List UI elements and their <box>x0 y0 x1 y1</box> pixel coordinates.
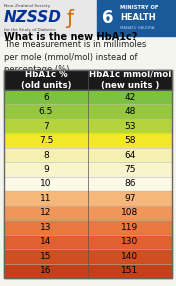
Text: NZSSD: NZSSD <box>4 10 62 25</box>
Bar <box>4 235 88 249</box>
Text: 86: 86 <box>124 180 136 188</box>
Text: 14: 14 <box>40 237 52 246</box>
Bar <box>88 249 172 263</box>
Bar <box>88 119 172 133</box>
Text: 64: 64 <box>124 150 136 160</box>
Bar <box>0 0 97 36</box>
Bar <box>97 0 176 36</box>
Bar <box>99 2 117 34</box>
Text: 58: 58 <box>124 136 136 145</box>
Text: ƒ: ƒ <box>67 9 74 27</box>
Text: New Zealand Society: New Zealand Society <box>4 5 50 9</box>
Bar <box>88 191 172 206</box>
Bar <box>4 162 88 177</box>
Bar <box>88 148 172 162</box>
Text: for the Study of Diabetes: for the Study of Diabetes <box>4 27 56 31</box>
Bar <box>88 90 172 104</box>
Bar <box>88 220 172 235</box>
Bar <box>88 133 172 148</box>
Text: 12: 12 <box>40 208 52 217</box>
Text: 119: 119 <box>121 223 139 232</box>
Text: 53: 53 <box>124 122 136 131</box>
Bar <box>88 104 172 119</box>
Text: 13: 13 <box>40 223 52 232</box>
Bar <box>4 119 88 133</box>
Text: HbA1c mmol/mol
(new units ): HbA1c mmol/mol (new units ) <box>89 70 171 90</box>
Text: 7.5: 7.5 <box>39 136 53 145</box>
Text: What is the new HbA1c?: What is the new HbA1c? <box>4 32 137 42</box>
Text: 7: 7 <box>43 122 49 131</box>
Text: 15: 15 <box>40 252 52 261</box>
Text: 75: 75 <box>124 165 136 174</box>
Bar <box>4 191 88 206</box>
Bar <box>88 235 172 249</box>
Text: MINISTRY OF: MINISTRY OF <box>120 5 158 10</box>
Text: 11: 11 <box>40 194 52 203</box>
Bar <box>4 133 88 148</box>
Text: 9: 9 <box>43 165 49 174</box>
Bar <box>4 263 88 278</box>
Bar <box>88 162 172 177</box>
Text: The measurement is in millimoles
per mole (mmol/mol) instead of
percentage (%).: The measurement is in millimoles per mol… <box>4 40 146 74</box>
Text: 48: 48 <box>124 107 136 116</box>
Text: 42: 42 <box>124 93 136 102</box>
Text: 108: 108 <box>121 208 139 217</box>
Text: 6.5: 6.5 <box>39 107 53 116</box>
Bar <box>88 263 172 278</box>
Bar <box>4 90 88 104</box>
Bar <box>4 104 88 119</box>
Bar <box>88 177 172 191</box>
Bar <box>88 206 172 220</box>
Text: 16: 16 <box>40 266 52 275</box>
Text: 10: 10 <box>40 180 52 188</box>
Text: MANATU HAUORA: MANATU HAUORA <box>120 26 154 30</box>
Bar <box>4 148 88 162</box>
Text: 6: 6 <box>43 93 49 102</box>
Text: HbA1c %
(old units): HbA1c % (old units) <box>21 70 71 90</box>
Text: 130: 130 <box>121 237 139 246</box>
Text: 140: 140 <box>121 252 139 261</box>
Bar <box>4 177 88 191</box>
Text: 151: 151 <box>121 266 139 275</box>
Bar <box>4 70 172 90</box>
Bar <box>4 206 88 220</box>
Text: 8: 8 <box>43 150 49 160</box>
Text: 6: 6 <box>102 9 114 27</box>
Bar <box>4 70 172 278</box>
Bar <box>4 220 88 235</box>
Text: HEALTH: HEALTH <box>120 13 155 22</box>
Text: 97: 97 <box>124 194 136 203</box>
Bar <box>4 249 88 263</box>
